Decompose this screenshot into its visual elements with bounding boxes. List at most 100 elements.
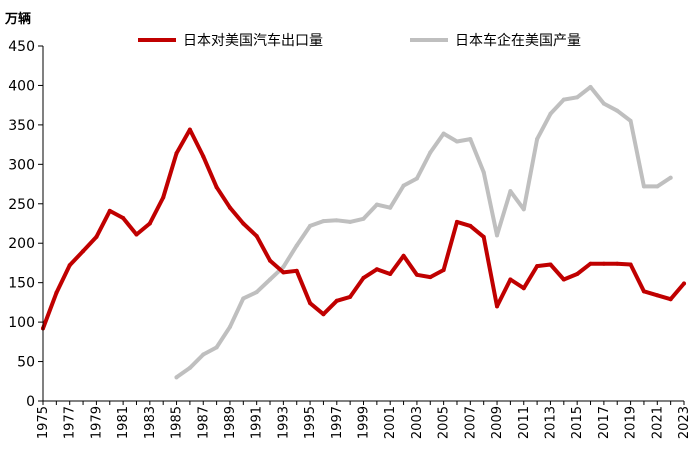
x-tick-label: 1995 (303, 406, 318, 439)
data-point (495, 304, 500, 309)
data-point (561, 277, 566, 282)
data-point (588, 85, 593, 90)
data-point (241, 296, 246, 301)
data-point (147, 221, 152, 226)
data-point (187, 365, 192, 370)
data-point (615, 261, 620, 266)
data-point (201, 352, 206, 357)
data-point (401, 183, 406, 188)
data-point (161, 195, 166, 200)
data-point (508, 189, 513, 194)
data-point (334, 218, 339, 223)
data-point (668, 297, 673, 302)
data-point (535, 264, 540, 269)
y-tick-label: 100 (8, 315, 35, 331)
data-point (348, 294, 353, 299)
data-point (548, 262, 553, 267)
legend-label-production: 日本车企在美国产量 (455, 32, 581, 49)
y-tick-label: 0 (26, 394, 35, 410)
y-axis-unit: 万辆 (4, 11, 31, 27)
data-point (521, 286, 526, 291)
data-point (281, 270, 286, 275)
y-axis-ticks: 0 50 100 150 200 250 300 350 400 450 (8, 39, 43, 410)
y-tick-label: 200 (8, 236, 35, 252)
data-point (201, 154, 206, 159)
data-point (601, 261, 606, 266)
series-layer (41, 85, 686, 380)
x-tick-label: 2001 (383, 406, 398, 439)
data-point (254, 234, 259, 239)
data-point (294, 243, 299, 248)
x-tick-label: 2017 (597, 406, 612, 439)
data-point (388, 205, 393, 210)
data-point (668, 175, 673, 180)
data-point (548, 111, 553, 116)
data-point (308, 301, 313, 306)
data-point (94, 234, 99, 239)
data-point (414, 272, 419, 277)
data-point (361, 275, 366, 280)
x-tick-label: 1983 (143, 406, 158, 439)
data-point (655, 293, 660, 298)
data-point (107, 208, 112, 213)
data-point (174, 375, 179, 380)
x-tick-label: 2005 (437, 406, 452, 439)
x-tick-label: 2009 (490, 406, 505, 439)
data-point (187, 127, 192, 132)
x-tick-label: 2011 (517, 406, 532, 439)
data-point (575, 271, 580, 276)
data-point (174, 151, 179, 156)
data-point (227, 324, 232, 329)
data-point (481, 170, 486, 175)
data-point (588, 261, 593, 266)
y-tick-label: 250 (8, 197, 35, 213)
data-point (454, 219, 459, 224)
data-point (535, 137, 540, 142)
data-point (241, 221, 246, 226)
data-point (615, 108, 620, 113)
x-tick-label: 2013 (543, 406, 558, 439)
x-tick-label: 1993 (276, 406, 291, 439)
data-point (641, 289, 646, 294)
data-point (495, 233, 500, 238)
data-point (268, 277, 273, 282)
data-point (281, 264, 286, 269)
x-tick-label: 1999 (357, 406, 372, 439)
x-axis-ticks: 1975 1977 1979 1981 1983 1985 1987 1989 1991 1993… (36, 401, 692, 439)
x-tick-label: 2019 (624, 406, 639, 439)
y-tick-label: 400 (8, 78, 35, 94)
y-tick-label: 300 (8, 157, 35, 173)
x-tick-label: 1997 (330, 406, 345, 439)
data-point (321, 219, 326, 224)
y-tick-label: 50 (17, 355, 35, 371)
data-point (214, 185, 219, 190)
x-tick-label: 1981 (116, 406, 131, 439)
series-line-export (41, 127, 686, 331)
data-point (414, 176, 419, 181)
legend-label-export: 日本对美国汽车出口量 (183, 32, 323, 49)
x-tick-label: 1975 (36, 406, 51, 439)
data-point (374, 267, 379, 272)
data-point (348, 219, 353, 224)
data-point (521, 207, 526, 212)
data-point (254, 290, 259, 295)
y-tick-label: 350 (8, 118, 35, 134)
data-point (361, 216, 366, 221)
data-point (481, 234, 486, 239)
series-line-production (174, 85, 673, 380)
data-point (401, 253, 406, 258)
x-tick-label: 1979 (89, 406, 104, 439)
y-tick-label: 450 (8, 39, 35, 55)
data-point (54, 290, 59, 295)
data-point (468, 137, 473, 142)
data-point (575, 95, 580, 100)
data-point (214, 345, 219, 350)
x-tick-label: 2007 (463, 406, 478, 439)
data-point (268, 258, 273, 263)
data-point (655, 184, 660, 189)
data-point (294, 268, 299, 273)
data-point (308, 223, 313, 228)
x-tick-label: 2021 (650, 406, 665, 439)
data-point (441, 268, 446, 273)
